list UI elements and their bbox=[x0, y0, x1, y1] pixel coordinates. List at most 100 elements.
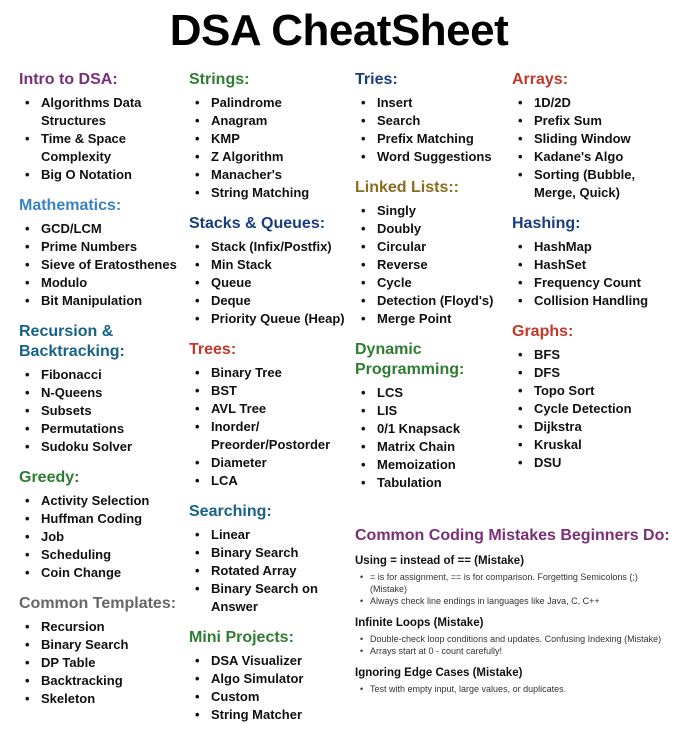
section-title: Intro to DSA: bbox=[19, 71, 118, 88]
topic-list: GCD/LCMPrime NumbersSieve of Eratosthene… bbox=[19, 220, 189, 310]
section-title: Stacks & Queues: bbox=[189, 215, 326, 232]
mistake-point: Always check line endings in languages l… bbox=[355, 595, 673, 607]
topic-item: LIS bbox=[355, 402, 512, 420]
mistake-points: Double-check loop conditions and updates… bbox=[355, 633, 673, 657]
topic-item: AVL Tree bbox=[189, 400, 354, 418]
topic-item: Algorithms Data Structures bbox=[19, 94, 189, 130]
topic-section: Linked Lists::SinglyDoublyCircularRevers… bbox=[355, 178, 512, 328]
topic-item: Kadane's Algo bbox=[512, 148, 672, 166]
section-title: Common Templates: bbox=[19, 595, 177, 612]
topic-section: Stacks & Queues: Stack (Infix/Postfix)Min… bbox=[189, 214, 354, 328]
topic-section: Hashing: HashMapHashSetFrequency CountCol… bbox=[512, 214, 672, 310]
section-title: Searching: bbox=[189, 503, 272, 520]
topic-item: Binary Tree bbox=[189, 364, 354, 382]
topic-item: Z Algorithm bbox=[189, 148, 354, 166]
section-title: Dynamic Programming: bbox=[355, 341, 465, 378]
topic-item: Modulo bbox=[19, 274, 189, 292]
topic-item: Job bbox=[19, 528, 189, 546]
topic-item: Insert bbox=[355, 94, 512, 112]
topic-item: Scheduling bbox=[19, 546, 189, 564]
topic-item: Detection (Floyd's) bbox=[355, 292, 512, 310]
topic-item: Word Suggestions bbox=[355, 148, 512, 166]
topic-item: Binary Search bbox=[189, 544, 354, 562]
topic-item: Matrix Chain bbox=[355, 438, 512, 456]
mistake-group: Ignoring Edge Cases (Mistake) Test with e… bbox=[355, 666, 673, 695]
topic-item: Big O Notation bbox=[19, 166, 189, 184]
topic-section: Recursion & Backtracking: FibonacciN-Quee… bbox=[19, 322, 189, 456]
topic-item: Frequency Count bbox=[512, 274, 672, 292]
topic-item: Backtracking bbox=[19, 672, 189, 690]
topic-section: Greedy: Activity SelectionHuffman CodingJ… bbox=[19, 468, 189, 582]
topic-item: Prime Numbers bbox=[19, 238, 189, 256]
topic-item: Min Stack bbox=[189, 256, 354, 274]
topic-item: Prefix Sum bbox=[512, 112, 672, 130]
topic-item: Queue bbox=[189, 274, 354, 292]
mistake-point: = is for assignment, == is for compariso… bbox=[355, 571, 673, 595]
topic-section: Trees: Binary TreeBSTAVL TreeInorder/ Pre… bbox=[189, 340, 354, 490]
mistake-point: Arrays start at 0 - count carefully! bbox=[355, 645, 673, 657]
topic-item: String Matcher bbox=[189, 706, 354, 724]
mistake-heading: Ignoring Edge Cases (Mistake) bbox=[355, 667, 523, 679]
topic-item: Palindrome bbox=[189, 94, 354, 112]
topic-item: Deque bbox=[189, 292, 354, 310]
topic-item: N-Queens bbox=[19, 384, 189, 402]
column-1: Intro to DSA: Algorithms Data StructuresT… bbox=[19, 70, 189, 720]
topic-item: DFS bbox=[512, 364, 672, 382]
topic-item: BFS bbox=[512, 346, 672, 364]
topic-item: 0/1 Knapsack bbox=[355, 420, 512, 438]
topic-item: Permutations bbox=[19, 420, 189, 438]
topic-list: BFSDFSTopo SortCycle DetectionDijkstraKr… bbox=[512, 346, 672, 472]
topic-item: DP Table bbox=[19, 654, 189, 672]
section-title: Mini Projects: bbox=[189, 629, 294, 646]
topic-item: Memoization bbox=[355, 456, 512, 474]
topic-list: SinglyDoublyCircularReverseCycleDetectio… bbox=[355, 202, 512, 328]
topic-item: GCD/LCM bbox=[19, 220, 189, 238]
topic-item: HashSet bbox=[512, 256, 672, 274]
column-3: Tries: InsertSearchPrefix MatchingWord Su… bbox=[355, 70, 512, 504]
section-title: Arrays: bbox=[512, 71, 569, 88]
topic-section: Mini Projects: DSA VisualizerAlgo Simulat… bbox=[189, 628, 354, 724]
topic-item: Recursion bbox=[19, 618, 189, 636]
topic-item: Sieve of Eratosthenes bbox=[19, 256, 189, 274]
topic-list: HashMapHashSetFrequency CountCollision H… bbox=[512, 238, 672, 310]
topic-item: Diameter bbox=[189, 454, 354, 472]
topic-item: Singly bbox=[355, 202, 512, 220]
topic-item: Linear bbox=[189, 526, 354, 544]
topic-item: LCS bbox=[355, 384, 512, 402]
topic-section: Mathematics: GCD/LCMPrime NumbersSieve of… bbox=[19, 196, 189, 310]
section-title: Recursion & Backtracking: bbox=[19, 323, 125, 360]
topic-item: Sorting (Bubble, Merge, Quick) bbox=[512, 166, 672, 202]
topic-item: BST bbox=[189, 382, 354, 400]
topic-item: Doubly bbox=[355, 220, 512, 238]
topic-item: Stack (Infix/Postfix) bbox=[189, 238, 354, 256]
topic-item: Huffman Coding bbox=[19, 510, 189, 528]
section-title: Mathematics: bbox=[19, 197, 122, 214]
mistake-points: = is for assignment, == is for compariso… bbox=[355, 571, 673, 607]
topic-item: HashMap bbox=[512, 238, 672, 256]
mistake-heading: Using = instead of == (Mistake) bbox=[355, 555, 525, 567]
topic-item: Binary Search on Answer bbox=[189, 580, 354, 616]
mistake-points: Test with empty input, large values, or … bbox=[355, 683, 673, 695]
topic-item: Cycle bbox=[355, 274, 512, 292]
section-title: Trees: bbox=[189, 341, 237, 358]
topic-list: RecursionBinary SearchDP TableBacktracki… bbox=[19, 618, 189, 708]
topic-item: Coin Change bbox=[19, 564, 189, 582]
topic-item: Subsets bbox=[19, 402, 189, 420]
topic-item: Bit Manipulation bbox=[19, 292, 189, 310]
topic-item: 1D/2D bbox=[512, 94, 672, 112]
topic-list: LinearBinary SearchRotated ArrayBinary S… bbox=[189, 526, 354, 616]
topic-item: Priority Queue (Heap) bbox=[189, 310, 354, 328]
topic-list: PalindromeAnagramKMPZ AlgorithmManacher'… bbox=[189, 94, 354, 202]
topic-item: Algo Simulator bbox=[189, 670, 354, 688]
topic-item: Tabulation bbox=[355, 474, 512, 492]
topic-item: Sliding Window bbox=[512, 130, 672, 148]
mistake-group: Using = instead of == (Mistake) = is for … bbox=[355, 554, 673, 607]
mistake-heading: Infinite Loops (Mistake) bbox=[355, 617, 484, 629]
topic-item: Circular bbox=[355, 238, 512, 256]
topic-item: DSA Visualizer bbox=[189, 652, 354, 670]
topic-list: FibonacciN-QueensSubsetsPermutationsSudo… bbox=[19, 366, 189, 456]
column-4: Arrays: 1D/2DPrefix SumSliding WindowKada… bbox=[512, 70, 672, 484]
topic-item: Anagram bbox=[189, 112, 354, 130]
topic-section: Tries: InsertSearchPrefix MatchingWord Su… bbox=[355, 70, 512, 166]
topic-item: String Matching bbox=[189, 184, 354, 202]
